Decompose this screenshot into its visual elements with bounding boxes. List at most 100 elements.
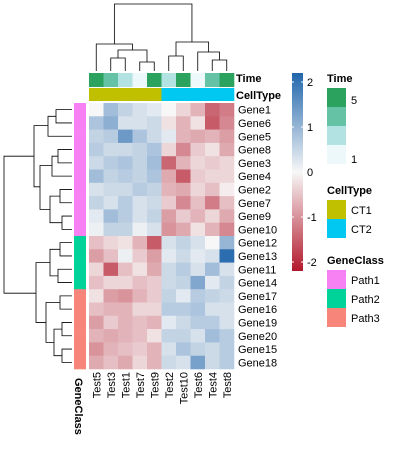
heatmap-cell bbox=[132, 169, 148, 184]
heatmap-cell bbox=[89, 156, 104, 170]
heatmap-cell bbox=[103, 355, 119, 370]
heatmap-cell bbox=[89, 209, 104, 223]
heatmap-cell bbox=[205, 236, 220, 250]
heatmap-cell bbox=[118, 342, 133, 356]
color-scale-tick: 2 bbox=[307, 77, 313, 89]
column-labels: Test5 Test3 Test1 Test7 Test9 Test2 Test10 Test… bbox=[91, 372, 234, 404]
heatmap-cell bbox=[161, 209, 177, 223]
heatmap-cell bbox=[176, 182, 191, 197]
row-dendrogram-link bbox=[61, 215, 72, 230]
row-label: Gene15 bbox=[238, 344, 277, 356]
heatmap-cell bbox=[132, 302, 148, 317]
row-dendrogram-link bbox=[47, 115, 72, 137]
heatmap-cell bbox=[89, 129, 104, 144]
column-label: Test2 bbox=[164, 372, 176, 398]
heatmap-cell bbox=[176, 116, 191, 130]
heatmap-cell bbox=[161, 315, 177, 330]
heatmap-cell bbox=[190, 289, 206, 303]
column-label: Test3 bbox=[106, 372, 118, 398]
geneclass-annotation-cell bbox=[74, 169, 86, 184]
geneclass-annotation-cell bbox=[74, 222, 86, 237]
time-annotation-cell bbox=[205, 73, 220, 87]
heatmap-cell bbox=[103, 169, 119, 184]
row-dendrogram-link bbox=[53, 328, 62, 357]
heatmap-cell bbox=[118, 169, 133, 184]
row-dendrogram-link bbox=[59, 189, 72, 204]
heatmap-cell bbox=[190, 142, 206, 157]
heatmap-cell bbox=[89, 222, 104, 237]
geneclass-legend-title: GeneClass bbox=[327, 255, 384, 267]
row-label: Gene1 bbox=[238, 105, 271, 117]
row-dendrogram-link bbox=[49, 248, 60, 277]
time-legend-swatch bbox=[327, 126, 346, 145]
heatmap-cell bbox=[161, 222, 177, 237]
heatmap-cell bbox=[161, 129, 177, 144]
heatmap-cell bbox=[219, 103, 235, 117]
row-dendrogram-link bbox=[51, 155, 72, 177]
geneclass-legend-label: Path1 bbox=[351, 275, 380, 287]
heatmap-cell bbox=[219, 275, 235, 290]
row-label: Gene17 bbox=[238, 291, 277, 303]
heatmap-cell bbox=[205, 116, 220, 130]
heatmap-cell bbox=[161, 169, 177, 184]
heatmap-cell bbox=[103, 182, 119, 197]
heatmap-cell bbox=[176, 262, 191, 277]
celltype-legend-swatch bbox=[327, 219, 346, 238]
heatmap-cell bbox=[118, 116, 133, 130]
time-annotation-cell bbox=[190, 73, 206, 87]
heatmap-cell bbox=[205, 196, 220, 210]
geneclass-annotation-cell bbox=[74, 196, 86, 210]
geneclass-annotation-cell bbox=[74, 103, 86, 117]
heatmap-cell bbox=[147, 315, 162, 330]
heatmap-cell bbox=[103, 222, 119, 237]
geneclass-legend: GeneClass Path1 Path2 Path3 bbox=[327, 255, 384, 327]
celltype-legend: CellType CT1 CT2 bbox=[327, 185, 372, 238]
heatmap-cell bbox=[205, 156, 220, 170]
heatmap-cell bbox=[132, 156, 148, 170]
heatmap-cell bbox=[219, 142, 235, 157]
geneclass-annotation-cell bbox=[74, 209, 86, 223]
time-legend: Time 5 1 bbox=[327, 73, 357, 166]
heatmap-cell bbox=[205, 355, 220, 370]
time-legend-swatch bbox=[327, 107, 346, 126]
geneclass-annotation-cell bbox=[74, 302, 86, 317]
heatmap-cell bbox=[219, 222, 235, 237]
heatmap-cell bbox=[147, 116, 162, 130]
heatmap-cell bbox=[190, 315, 206, 330]
heatmap-cell bbox=[118, 249, 133, 263]
heatmap-cell bbox=[132, 182, 148, 197]
row-label: Gene7 bbox=[238, 198, 271, 210]
column-dendrogram-link bbox=[113, 3, 193, 44]
heatmap-cell bbox=[89, 275, 104, 290]
heatmap-cells bbox=[89, 103, 235, 370]
row-dendrogram-link bbox=[35, 262, 50, 323]
celltype-annotation-title: CellType bbox=[236, 90, 281, 102]
time-legend-title: Time bbox=[327, 73, 352, 85]
heatmap-cell bbox=[219, 249, 235, 263]
column-dendrogram-link bbox=[197, 51, 220, 71]
heatmap-cell bbox=[118, 222, 133, 237]
heatmap-cell bbox=[89, 289, 104, 303]
heatmap-cell bbox=[118, 196, 133, 210]
heatmap-cell bbox=[89, 116, 104, 130]
heatmap-cell bbox=[147, 103, 162, 117]
heatmap-cell bbox=[103, 103, 119, 117]
heatmap-cell bbox=[205, 315, 220, 330]
heatmap-cell bbox=[219, 355, 235, 370]
heatmap-cell bbox=[190, 236, 206, 250]
heatmap-cell bbox=[161, 289, 177, 303]
geneclass-annotation-cell bbox=[74, 156, 86, 170]
heatmap-cell bbox=[176, 236, 191, 250]
heatmap-cell bbox=[103, 275, 119, 290]
heatmap-cell bbox=[161, 329, 177, 343]
heatmap-cell bbox=[118, 156, 133, 170]
row-label: Gene10 bbox=[238, 224, 277, 236]
geneclass-annotation-cell bbox=[74, 236, 86, 250]
color-scale-bar bbox=[292, 73, 303, 271]
column-label: Test1 bbox=[120, 372, 132, 398]
heatmap-cell bbox=[176, 275, 191, 290]
row-label: Gene4 bbox=[238, 171, 271, 183]
geneclass-annotation-cell bbox=[74, 249, 86, 263]
time-annotation-cell bbox=[118, 73, 133, 87]
